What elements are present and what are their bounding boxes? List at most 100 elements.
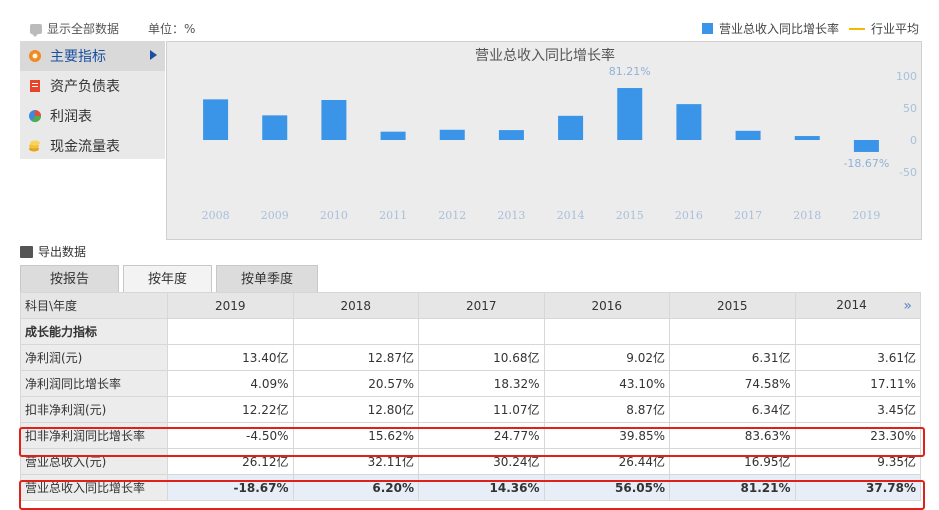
table-cell: 10.68亿	[418, 344, 545, 371]
legend-average-label[interactable]: 行业平均	[870, 22, 919, 36]
indicator-nav: 主要指标 资产负债表 利润表 现金流量表	[20, 41, 165, 159]
legend-series-swatch	[701, 23, 713, 34]
year-header: 2019	[167, 292, 294, 319]
data-label: 81.21%	[609, 65, 651, 78]
nav-item-label: 利润表	[50, 109, 92, 125]
table-cell: 12.87亿	[292, 344, 419, 371]
highlight-box	[19, 480, 925, 510]
comment-icon	[30, 23, 42, 37]
table-cell: 3.45亿	[794, 396, 921, 423]
show-all-label: 显示全部数据	[47, 22, 120, 36]
bar-2010[interactable]	[321, 100, 347, 140]
table-cell: -4.50%	[167, 422, 294, 449]
chevron-right-icon	[150, 50, 157, 60]
x-tick-label: 2013	[497, 209, 525, 222]
section-label: 成长能力指标	[20, 318, 168, 345]
table-cell: 20.57%	[292, 370, 419, 397]
table-row: 净利润同比增长率 4.09% 20.57% 18.32% 43.10% 74.58% 17.…	[20, 370, 921, 397]
bar-2018[interactable]	[794, 136, 820, 140]
table-cell: -18.67%	[167, 474, 294, 501]
row-label: 净利润(元)	[20, 344, 168, 371]
bar-chart-svg: 营业总收入同比增长率 2008 2009 2010 2011 2012 2013 2014 2…	[202, 47, 917, 222]
pie-icon	[28, 109, 42, 123]
table-cell: 11.07亿	[418, 396, 545, 423]
bar-2013[interactable]	[498, 130, 524, 140]
unit-label: 单位：%	[148, 22, 196, 36]
x-tick-label: 2015	[616, 209, 644, 222]
row-label: 营业总收入同比增长率	[20, 474, 168, 501]
x-tick-label: 2016	[675, 209, 703, 222]
y-tick-label: 0	[910, 134, 917, 147]
bar-2011[interactable]	[380, 131, 406, 140]
nav-item-income-statement[interactable]: 利润表	[20, 101, 165, 131]
bar-2016[interactable]	[676, 104, 702, 140]
chart-title: 营业总收入同比增长率	[475, 47, 615, 64]
highlight-box	[19, 427, 925, 457]
coins-icon	[28, 139, 42, 153]
document-icon	[28, 79, 42, 93]
nav-item-label: 现金流量表	[50, 139, 120, 155]
x-tick-label: 2010	[320, 209, 348, 222]
table-cell: 4.09%	[167, 370, 294, 397]
header-label: 科目\年度	[20, 292, 168, 319]
table-cell: 13.40亿	[167, 344, 294, 371]
year-header-last: 2014 »	[794, 292, 921, 319]
table-cell: 3.61亿	[794, 344, 921, 371]
export-icon	[20, 245, 33, 258]
table-cell: 9.02亿	[543, 344, 670, 371]
gear-icon	[28, 49, 42, 63]
y-tick-label: 100	[896, 70, 917, 83]
table-row: 净利润(元) 13.40亿 12.87亿 10.68亿 9.02亿 6.31亿 3.61亿	[20, 344, 921, 371]
table-cell: 81.21%	[669, 474, 796, 501]
table-cell: 6.34亿	[669, 396, 796, 423]
row-label: 营业总收入(元)	[20, 448, 168, 475]
table-cell: 16.95亿	[669, 448, 796, 475]
row-label: 扣非净利润(元)	[20, 396, 168, 423]
show-all-data-toggle[interactable]: 显示全部数据	[30, 20, 119, 37]
x-tick-label: 2009	[261, 209, 289, 222]
nav-item-cash-flow[interactable]: 现金流量表	[20, 131, 165, 161]
table-cell: 6.31亿	[669, 344, 796, 371]
bar-2015[interactable]	[617, 88, 643, 140]
tab-by-report-period[interactable]: 按报告期	[20, 265, 119, 314]
bar-2017[interactable]	[735, 130, 761, 140]
row-label: 净利润同比增长率	[20, 370, 168, 397]
chart-legend: 营业总收入同比增长率 行业平均	[701, 20, 919, 37]
tab-by-year[interactable]: 按年度	[123, 265, 213, 293]
table-cell: 8.87亿	[543, 396, 670, 423]
export-data-button[interactable]: 导出数据	[20, 243, 86, 260]
table-section-row: 成长能力指标	[20, 318, 921, 345]
x-tick-label: 2018	[793, 209, 821, 222]
bar-2019[interactable]	[853, 140, 879, 152]
nav-item-balance-sheet[interactable]: 资产负债表	[20, 71, 165, 101]
bar-2014[interactable]	[558, 115, 584, 140]
period-tabs: 按报告期 按年度 按单季度	[20, 265, 322, 314]
bar-2008[interactable]	[203, 99, 229, 140]
x-tick-label: 2017	[734, 209, 762, 222]
indicator-table: 科目\年度 2019 2018 2017 2016 2015 2014 » 成长能…	[20, 292, 921, 501]
top-bar: 显示全部数据 单位：% 营业总收入同比增长率 行业平均	[0, 0, 939, 38]
table-header-row: 科目\年度 2019 2018 2017 2016 2015 2014 »	[20, 292, 921, 319]
year-header: 2018	[292, 292, 419, 319]
x-tick-label: 2008	[202, 209, 230, 222]
tab-by-quarter[interactable]: 按单季度	[216, 265, 319, 293]
year-header: 2015	[669, 292, 796, 319]
legend-average-swatch	[848, 27, 865, 30]
table-cell: 12.80亿	[292, 396, 419, 423]
legend-series-label[interactable]: 营业总收入同比增长率	[718, 22, 839, 36]
x-tick-label: 2011	[379, 209, 407, 222]
growth-chart: 营业总收入同比增长率 2008 2009 2010 2011 2012 2013 2014 2…	[166, 41, 922, 240]
y-tick-label: 50	[903, 102, 917, 115]
bar-2009[interactable]	[262, 115, 288, 140]
table-row: 营业总收入(元) 26.12亿 32.11亿 30.24亿 26.44亿 16.95亿 9.…	[20, 448, 921, 475]
bar-2012[interactable]	[439, 129, 465, 140]
nav-item-label: 资产负债表	[50, 79, 120, 95]
table-cell: 30.24亿	[418, 448, 545, 475]
table-row: 扣非净利润(元) 12.22亿 12.80亿 11.07亿 8.87亿 6.34亿 3.45…	[20, 396, 921, 423]
nav-item-main-indicators[interactable]: 主要指标	[20, 41, 165, 71]
table-cell: 18.32%	[418, 370, 545, 397]
y-tick-label: -50	[899, 166, 917, 179]
table-cell: 43.10%	[543, 370, 670, 397]
more-years-icon[interactable]: »	[903, 297, 912, 314]
table-cell: 39.85%	[543, 422, 670, 449]
